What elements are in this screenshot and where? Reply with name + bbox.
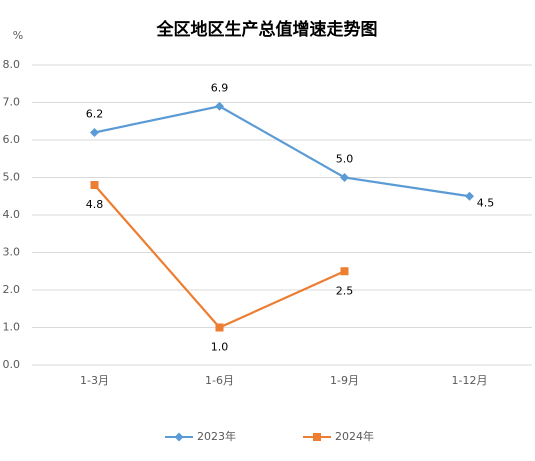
- y-tick-label: 2.0: [3, 283, 21, 296]
- point: [340, 173, 349, 182]
- legend-label: 2023年: [197, 429, 236, 443]
- data-label: 4.8: [86, 198, 104, 211]
- data-label: 6.9: [211, 81, 229, 94]
- legend-marker: [313, 433, 321, 441]
- data-label: 1.0: [211, 341, 229, 354]
- data-label: 2.5: [336, 284, 354, 297]
- y-tick-label: 3.0: [3, 246, 21, 259]
- y-tick-label: 8.0: [3, 58, 21, 71]
- y-tick-label: 5.0: [3, 171, 21, 184]
- legend-marker: [174, 432, 184, 442]
- point: [465, 191, 474, 201]
- series-line: [93, 184, 345, 329]
- point: [215, 101, 224, 111]
- chart-title: 全区地区生产总值增速走势图: [156, 19, 378, 40]
- x-tick-label: 1-12月: [452, 374, 488, 387]
- series-line: [94, 105, 470, 198]
- y-tick-label: 4.0: [3, 208, 21, 221]
- x-tick-label: 1-9月: [330, 374, 359, 387]
- y-tick-label: 7.0: [3, 96, 21, 109]
- y-tick-label: 0.0: [3, 358, 21, 371]
- data-label: 4.5: [477, 196, 495, 209]
- point: [90, 181, 99, 189]
- point: [90, 128, 99, 137]
- legend-label: 2024年: [335, 429, 374, 443]
- x-tick-label: 1-6月: [205, 374, 234, 387]
- x-tick-label: 1-3月: [80, 374, 109, 387]
- y-unit: %: [13, 29, 23, 42]
- data-label: 5.0: [336, 153, 354, 166]
- point: [340, 267, 349, 276]
- y-tick-label: 6.0: [3, 133, 21, 146]
- point: [215, 323, 224, 332]
- data-label: 6.2: [86, 108, 104, 121]
- y-tick-label: 1.0: [3, 321, 21, 334]
